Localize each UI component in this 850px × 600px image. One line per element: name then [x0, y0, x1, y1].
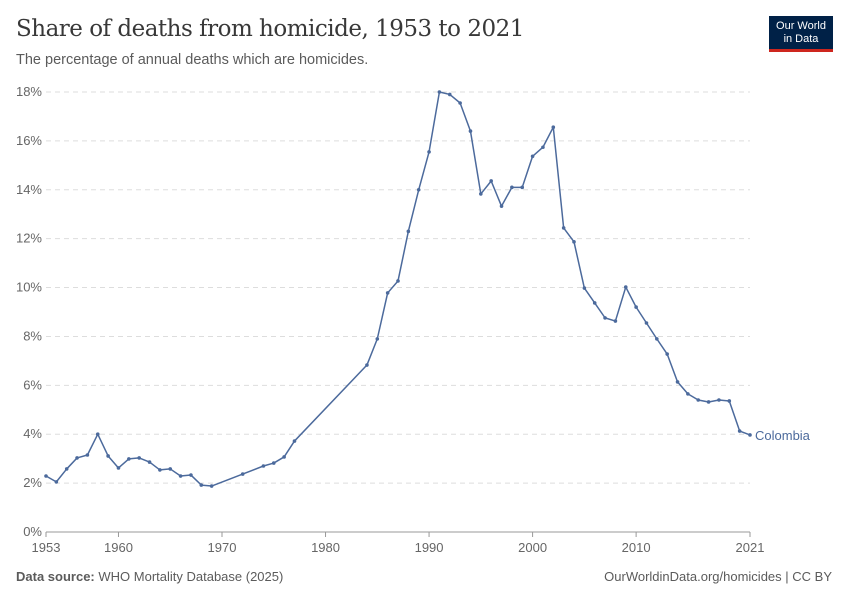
data-point	[106, 454, 110, 458]
data-point	[592, 301, 597, 305]
data-point	[737, 429, 742, 433]
data-point	[520, 185, 525, 190]
data-point	[271, 461, 276, 465]
data-point	[717, 398, 721, 402]
x-tick-label: 2021	[736, 540, 765, 555]
data-point	[706, 400, 711, 404]
y-tick-label: 4%	[23, 426, 42, 441]
data-point	[675, 380, 680, 384]
data-point	[655, 337, 659, 341]
data-point	[634, 305, 638, 309]
x-tick-label: 1990	[415, 540, 444, 555]
owid-logo[interactable]: Our World in Data	[769, 16, 833, 52]
data-point	[127, 457, 131, 461]
y-tick-label: 6%	[23, 377, 42, 392]
data-point	[686, 392, 690, 396]
data-point	[168, 467, 173, 471]
data-point	[603, 316, 607, 320]
data-point	[499, 204, 504, 208]
series-label: Colombia	[755, 428, 811, 443]
data-point	[458, 101, 462, 105]
data-point	[541, 145, 545, 150]
data-point	[178, 474, 183, 478]
data-point	[95, 432, 100, 437]
data-point	[613, 319, 618, 323]
data-point	[261, 464, 266, 468]
chart-title: Share of deaths from homicide, 1953 to 2…	[16, 16, 524, 42]
source-text[interactable]: WHO Mortality Database (2025)	[98, 569, 284, 584]
data-point	[665, 352, 669, 356]
data-point	[44, 474, 48, 478]
data-point	[385, 291, 390, 295]
data-point	[696, 398, 701, 402]
data-point	[282, 455, 286, 459]
data-point	[396, 279, 400, 283]
x-tick-label: 2010	[622, 540, 651, 555]
source-label: Data source:	[16, 569, 95, 584]
data-point	[468, 129, 473, 133]
logo-line1: Our World	[776, 20, 826, 32]
data-point	[147, 460, 152, 464]
data-point	[292, 439, 297, 443]
y-tick-label: 0%	[23, 524, 42, 539]
data-point	[416, 187, 421, 192]
x-tick-label: 1960	[104, 540, 133, 555]
data-point	[158, 468, 162, 472]
data-point	[75, 456, 79, 460]
data-point	[137, 456, 141, 460]
data-point	[199, 483, 204, 487]
data-source: Data source: WHO Mortality Database (202…	[16, 569, 283, 584]
y-tick-label: 8%	[23, 328, 42, 343]
data-point	[375, 337, 380, 341]
y-tick-label: 16%	[16, 133, 42, 148]
data-point	[727, 399, 732, 403]
x-tick-label: 2000	[518, 540, 547, 555]
data-point	[561, 226, 566, 230]
data-point	[510, 185, 514, 190]
data-point	[489, 179, 493, 183]
x-tick-label: 1980	[311, 540, 340, 555]
data-point	[209, 484, 214, 488]
y-tick-label: 2%	[23, 475, 42, 490]
data-point	[54, 480, 59, 484]
logo-line2: in Data	[783, 33, 819, 45]
chart-subtitle: The percentage of annual deaths which ar…	[16, 52, 369, 68]
data-point	[530, 154, 535, 159]
source-link[interactable]: OurWorldinData.org/homicides | CC BY	[604, 569, 832, 584]
data-point	[582, 286, 587, 290]
data-point	[427, 150, 431, 154]
y-tick-label: 14%	[16, 182, 42, 197]
x-tick-label: 1953	[32, 540, 61, 555]
data-point	[116, 466, 121, 470]
y-tick-label: 12%	[16, 231, 42, 246]
data-point	[748, 433, 752, 437]
data-point	[189, 473, 193, 477]
x-tick-label: 1970	[208, 540, 237, 555]
data-point	[240, 472, 245, 476]
data-point	[85, 453, 90, 457]
data-point	[644, 321, 649, 325]
series-line-colombia	[45, 91, 751, 487]
data-point	[437, 90, 442, 94]
data-point	[365, 363, 369, 367]
data-point	[406, 229, 411, 234]
data-point	[479, 192, 483, 196]
y-tick-label: 18%	[16, 84, 42, 99]
data-point	[572, 240, 576, 244]
data-point	[447, 92, 452, 97]
data-point	[64, 467, 69, 471]
data-point	[551, 125, 556, 129]
y-tick-label: 10%	[16, 280, 42, 295]
data-point	[623, 285, 628, 289]
